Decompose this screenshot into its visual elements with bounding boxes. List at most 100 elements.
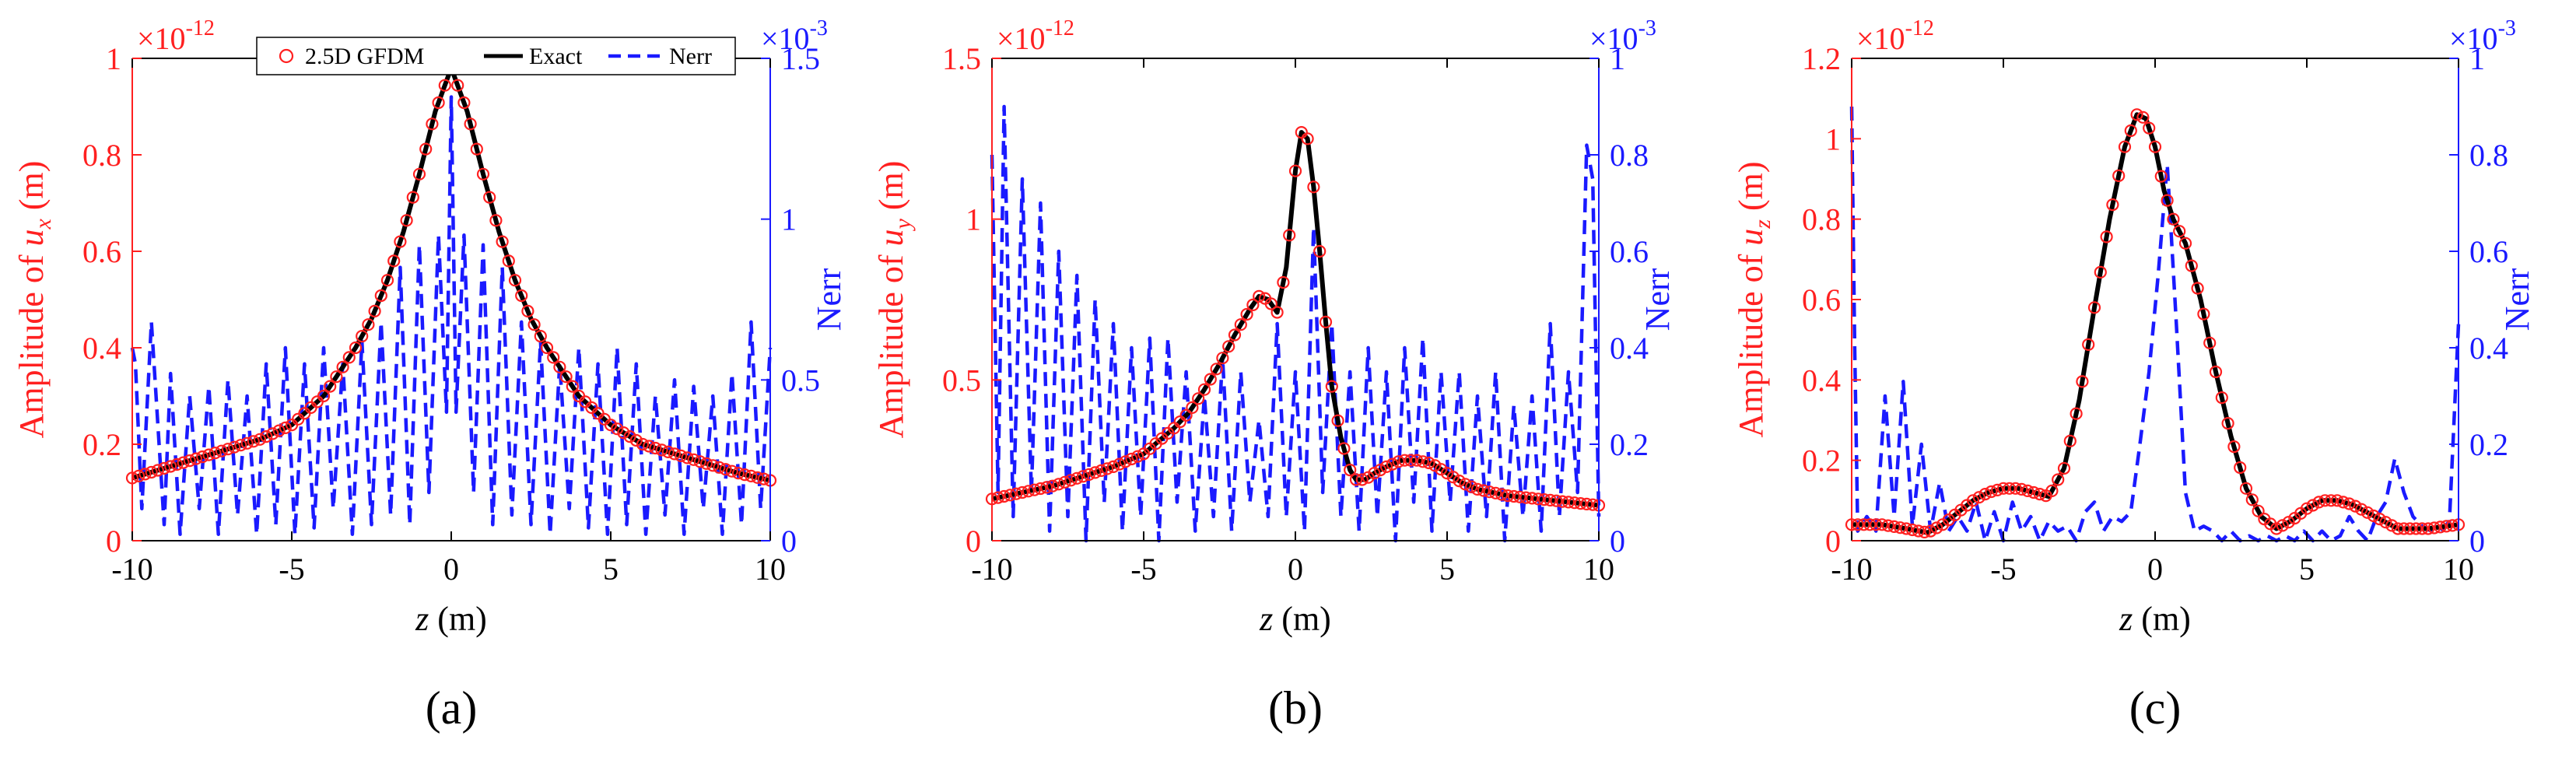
x-tick-label: 5 <box>2299 552 2315 587</box>
gfdm-marker <box>1519 491 1533 504</box>
x-tick-label: -5 <box>1130 552 1156 587</box>
gfdm-marker <box>1526 492 1539 505</box>
gfdm-marker <box>1313 244 1327 258</box>
gfdm-marker <box>317 389 331 403</box>
gfdm-marker <box>1574 496 1587 510</box>
x-tick-label: 5 <box>1439 552 1455 587</box>
x-tick-label: -10 <box>1831 552 1872 587</box>
left-y-tick-label: 0 <box>106 524 121 559</box>
gfdm-marker <box>2245 493 2259 506</box>
panel-caption: (c) <box>2129 682 2182 734</box>
gfdm-marker <box>400 214 413 227</box>
gfdm-marker <box>1349 473 1363 486</box>
gfdm-marker <box>1550 494 1563 507</box>
gfdm-marker <box>368 304 381 317</box>
gfdm-marker <box>1246 298 1260 311</box>
left-multiplier-exponent: -12 <box>1905 16 1934 40</box>
gfdm-marker <box>1863 518 1877 531</box>
gfdm-marker <box>1119 455 1132 468</box>
gfdm-marker <box>1319 315 1333 328</box>
gfdm-marker <box>1489 486 1502 499</box>
gfdm-marker <box>464 117 477 131</box>
gfdm-marker <box>438 79 451 92</box>
gfdm-marker <box>412 167 426 180</box>
left-multiplier-exponent: -12 <box>1046 16 1074 40</box>
left-multiplier: ×10-12 <box>1856 16 1934 56</box>
gfdm-marker <box>489 214 503 227</box>
gfdm-marker <box>1125 452 1138 466</box>
gfdm-marker <box>2057 461 2071 475</box>
gfdm-marker <box>629 433 643 447</box>
gfdm-marker <box>2063 434 2077 448</box>
gfdm-marker <box>1264 297 1277 310</box>
gfdm-marker <box>687 453 700 466</box>
left-y-tick-label: 0.2 <box>1802 443 1841 478</box>
gfdm-marker <box>1082 468 1095 482</box>
gfdm-marker <box>1477 484 1490 497</box>
gfdm-marker <box>266 427 279 440</box>
gfdm-marker <box>1978 487 1992 501</box>
gfdm-marker <box>1204 373 1217 386</box>
right-multiplier-exponent: -3 <box>2498 16 2516 40</box>
right-y-tick-label: 0.6 <box>1610 234 1649 269</box>
gfdm-marker <box>349 341 363 355</box>
gfdm-marker <box>2367 509 2380 523</box>
right-multiplier: ×10-3 <box>761 16 828 56</box>
gfdm-marker <box>1404 454 1418 467</box>
gfdm-marker <box>2427 521 2441 534</box>
gfdm-marker <box>1010 487 1023 500</box>
gfdm-marker <box>2154 170 2168 183</box>
gfdm-marker <box>1325 380 1338 393</box>
gfdm-marker <box>2276 519 2289 532</box>
gfdm-marker <box>1894 521 1907 534</box>
gfdm-marker <box>2336 496 2350 509</box>
gfdm-marker <box>1337 442 1351 455</box>
gfdm-marker <box>1288 164 1302 177</box>
gfdm-marker <box>2185 259 2198 272</box>
right-y-tick-label: 1.5 <box>781 41 820 76</box>
gfdm-marker <box>170 457 184 471</box>
gfdm-marker <box>623 429 636 443</box>
gfdm-marker <box>699 457 713 470</box>
left-y-tick-label: 0.2 <box>82 427 121 462</box>
gfdm-marker <box>553 360 566 373</box>
gfdm-marker <box>2015 482 2028 496</box>
gfdm-marker <box>1028 483 1041 496</box>
gfdm-marker <box>2343 497 2356 510</box>
left-y-tick-label: 0.8 <box>82 138 121 173</box>
gfdm-marker <box>617 426 630 440</box>
gfdm-marker <box>1857 518 1870 531</box>
right-y-tick-label: 0.4 <box>1610 331 1649 366</box>
gfdm-marker <box>1307 180 1320 194</box>
gfdm-marker <box>151 464 164 477</box>
gfdm-marker <box>566 380 579 393</box>
right-multiplier: ×10-3 <box>2449 16 2516 56</box>
left-multiplier-exponent: -12 <box>186 16 215 40</box>
gfdm-marker <box>1422 456 1435 470</box>
gfdm-marker <box>2082 338 2095 351</box>
right-multiplier: ×10-3 <box>1589 16 1656 56</box>
gfdm-marker <box>2009 482 2022 495</box>
gfdm-marker <box>157 461 171 475</box>
gfdm-marker <box>540 341 554 355</box>
gfdm-marker <box>1277 275 1290 289</box>
gfdm-marker <box>330 370 343 384</box>
gfdm-marker <box>1870 518 1883 531</box>
right-y-tick-label: 1 <box>1610 41 1625 76</box>
x-tick-label: 10 <box>1583 552 1614 587</box>
gfdm-marker <box>2379 516 2392 529</box>
left-y-tick-label: 0.8 <box>1802 202 1841 237</box>
gfdm-marker <box>260 429 273 443</box>
gfdm-marker <box>1355 473 1369 486</box>
nerr-series-line <box>130 95 773 536</box>
gfdm-marker <box>2136 110 2150 124</box>
gfdm-marker <box>1416 455 1429 468</box>
gfdm-marker <box>1301 132 1314 145</box>
x-tick-label: -5 <box>279 552 304 587</box>
x-axis-label: z (m) <box>2119 600 2191 638</box>
gfdm-marker <box>215 444 228 457</box>
gfdm-marker <box>1071 471 1084 485</box>
gfdm-marker <box>1046 479 1060 492</box>
gfdm-marker <box>1930 521 1943 534</box>
